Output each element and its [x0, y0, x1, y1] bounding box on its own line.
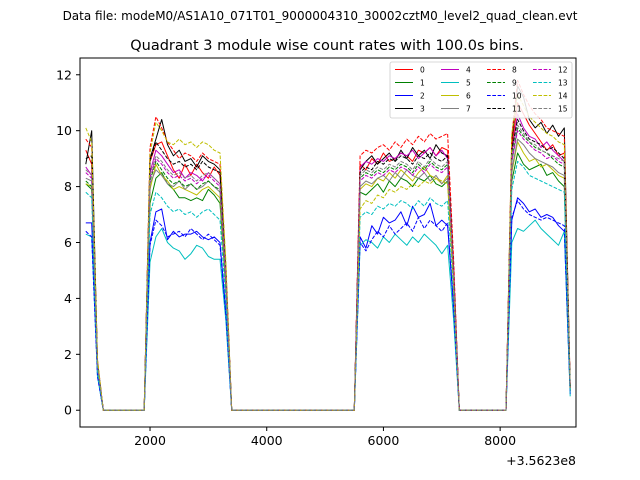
legend-label-11: 11 [512, 104, 522, 113]
series-line-13 [85, 160, 571, 411]
legend-label-12: 12 [558, 65, 568, 74]
legend-label-7: 7 [466, 104, 471, 113]
legend-label-14: 14 [558, 91, 568, 100]
legend-label-15: 15 [558, 104, 568, 113]
series-layer [85, 79, 571, 411]
series-line-15 [85, 124, 571, 411]
legend-box [389, 61, 573, 119]
series-line-11 [85, 119, 571, 411]
legend-label-6: 6 [466, 91, 471, 100]
y-tick-label: 0 [64, 403, 72, 418]
series-line-1 [85, 152, 571, 411]
series-line-2 [85, 197, 571, 411]
legend-label-8: 8 [512, 65, 517, 74]
series-line-6 [85, 141, 571, 411]
y-tick-label: 6 [64, 235, 72, 250]
series-line-0 [85, 102, 571, 411]
series-line-10 [85, 200, 571, 411]
y-tick-label: 2 [64, 347, 72, 362]
series-line-3 [85, 85, 571, 411]
legend-label-1: 1 [420, 78, 425, 87]
y-tick-label: 10 [56, 123, 72, 138]
suptitle: Data file: modeM0/AS1A10_071T01_90000043… [63, 9, 578, 23]
legend-label-13: 13 [558, 78, 568, 87]
y-tick-label: 12 [56, 67, 72, 82]
y-tick-label: 8 [64, 179, 72, 194]
x-offset-label: +3.5623e8 [506, 453, 576, 468]
legend-label-0: 0 [420, 65, 425, 74]
chart-title: Quadrant 3 module wise count rates with … [130, 38, 524, 54]
x-tick-label: 4000 [251, 433, 283, 448]
legend-label-9: 9 [512, 78, 517, 87]
x-tick-label: 2000 [134, 433, 166, 448]
series-line-5 [85, 219, 571, 411]
legend-label-5: 5 [466, 78, 471, 87]
series-line-9 [85, 127, 571, 411]
x-tick-label: 6000 [368, 433, 400, 448]
series-line-14 [85, 93, 571, 411]
x-tick-label: 8000 [484, 433, 516, 448]
legend-label-2: 2 [420, 91, 425, 100]
series-line-7 [85, 138, 571, 411]
legend-label-10: 10 [512, 91, 522, 100]
legend-label-3: 3 [420, 104, 425, 113]
legend-label-4: 4 [466, 65, 471, 74]
y-tick-label: 4 [64, 291, 72, 306]
